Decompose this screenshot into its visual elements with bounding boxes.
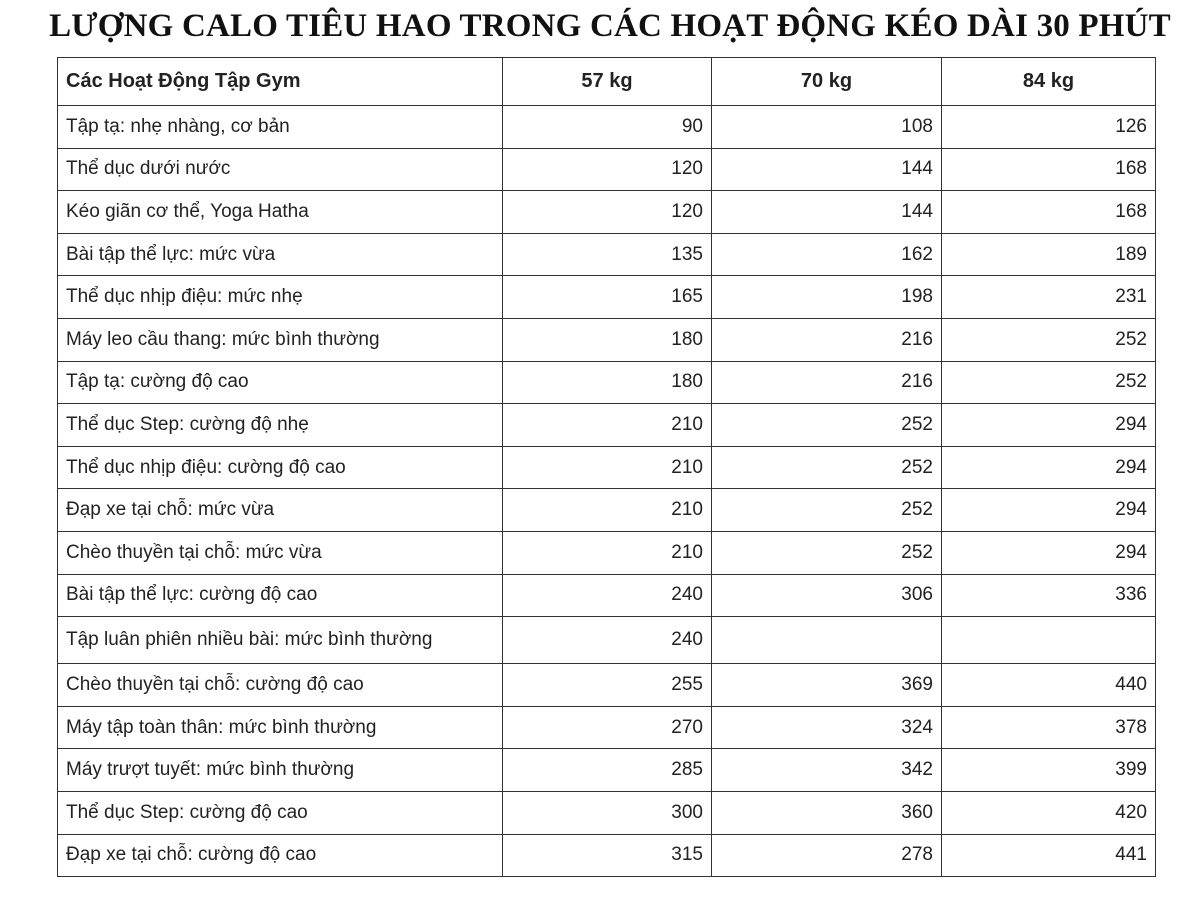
calorie-cell: 360 bbox=[711, 790, 942, 835]
calorie-cell: 294 bbox=[941, 403, 1156, 447]
table-row: Thể dục nhịp điệu: cường độ cao 210 252 294 bbox=[57, 445, 1156, 490]
calorie-cell: 240 bbox=[502, 573, 712, 618]
calorie-cell: 189 bbox=[941, 232, 1156, 277]
table-row: Thể dục Step: cường độ nhẹ 210 252 294 bbox=[57, 403, 1156, 447]
calorie-cell: 216 bbox=[711, 317, 942, 362]
calorie-cell: 342 bbox=[711, 748, 942, 792]
calorie-cell: 126 bbox=[941, 105, 1156, 149]
calorie-cell: 441 bbox=[941, 833, 1156, 878]
calorie-cell: 315 bbox=[502, 833, 712, 878]
table-body: Tập tạ: nhẹ nhàng, cơ bản 90 108 126 Thể dục… bbox=[57, 105, 1156, 878]
calorie-cell: 294 bbox=[941, 530, 1156, 575]
table-row: Chèo thuyền tại chỗ: cường độ cao 255 369 4… bbox=[57, 663, 1156, 707]
table-row: Thể dục nhịp điệu: mức nhẹ 165 198 231 bbox=[57, 275, 1156, 319]
table-row: Thể dục Step: cường độ cao 300 360 420 bbox=[57, 790, 1156, 835]
calorie-cell bbox=[941, 616, 1156, 665]
calorie-cell: 306 bbox=[711, 573, 942, 618]
activity-cell: Tập luân phiên nhiều bài: mức bình thườn… bbox=[57, 616, 503, 665]
calorie-cell: 252 bbox=[711, 488, 942, 532]
activity-cell: Máy leo cầu thang: mức bình thường bbox=[57, 317, 503, 362]
calorie-cell: 255 bbox=[502, 663, 712, 707]
calorie-cell: 180 bbox=[502, 317, 712, 362]
table-row: Kéo giãn cơ thể, Yoga Hatha 120 144 168 bbox=[57, 190, 1156, 234]
table-row: Thể dục dưới nước 120 144 168 bbox=[57, 147, 1156, 192]
calorie-cell: 252 bbox=[941, 317, 1156, 362]
activity-cell: Đạp xe tại chỗ: mức vừa bbox=[57, 488, 503, 532]
calorie-cell: 252 bbox=[711, 403, 942, 447]
activity-cell: Máy trượt tuyết: mức bình thường bbox=[57, 748, 503, 792]
calorie-cell: 216 bbox=[711, 360, 942, 405]
calorie-cell: 210 bbox=[502, 488, 712, 532]
activity-cell: Thể dục dưới nước bbox=[57, 147, 503, 192]
activity-cell: Bài tập thể lực: mức vừa bbox=[57, 232, 503, 277]
table-row: Tập tạ: nhẹ nhàng, cơ bản 90 108 126 bbox=[57, 105, 1156, 149]
calorie-cell: 278 bbox=[711, 833, 942, 878]
table-row: Đạp xe tại chỗ: mức vừa 210 252 294 bbox=[57, 488, 1156, 532]
calorie-cell: 324 bbox=[711, 705, 942, 750]
calorie-cell: 144 bbox=[711, 147, 942, 192]
activity-cell: Thể dục Step: cường độ cao bbox=[57, 790, 503, 835]
calorie-cell: 168 bbox=[941, 190, 1156, 234]
calorie-cell: 120 bbox=[502, 147, 712, 192]
calorie-cell: 90 bbox=[502, 105, 712, 149]
page-title: LƯỢNG CALO TIÊU HAO TRONG CÁC HOẠT ĐỘNG … bbox=[49, 8, 1171, 44]
calorie-cell: 294 bbox=[941, 445, 1156, 490]
table-row: Bài tập thể lực: cường độ cao 240 306 336 bbox=[57, 573, 1156, 618]
activity-cell: Thể dục Step: cường độ nhẹ bbox=[57, 403, 503, 447]
calorie-cell: 252 bbox=[711, 445, 942, 490]
calorie-cell: 252 bbox=[711, 530, 942, 575]
calorie-cell: 270 bbox=[502, 705, 712, 750]
table-row: Bài tập thể lực: mức vừa 135 162 189 bbox=[57, 232, 1156, 277]
activity-cell: Thể dục nhịp điệu: mức nhẹ bbox=[57, 275, 503, 319]
table-row: Tập luân phiên nhiều bài: mức bình thườn… bbox=[57, 616, 1156, 665]
calorie-cell: 369 bbox=[711, 663, 942, 707]
calorie-table: Các Hoạt Động Tập Gym 57 kg 70 kg 84 kg Tập… bbox=[57, 57, 1156, 878]
activity-cell: Kéo giãn cơ thể, Yoga Hatha bbox=[57, 190, 503, 234]
table-row: Đạp xe tại chỗ: cường độ cao 315 278 441 bbox=[57, 833, 1156, 878]
activity-cell: Đạp xe tại chỗ: cường độ cao bbox=[57, 833, 503, 878]
activity-cell: Tập tạ: cường độ cao bbox=[57, 360, 503, 405]
activity-cell: Máy tập toàn thân: mức bình thường bbox=[57, 705, 503, 750]
table-row: Máy tập toàn thân: mức bình thường 270 324… bbox=[57, 705, 1156, 750]
table-row: Tập tạ: cường độ cao 180 216 252 bbox=[57, 360, 1156, 405]
calorie-cell: 198 bbox=[711, 275, 942, 319]
calorie-cell: 210 bbox=[502, 403, 712, 447]
calorie-cell: 144 bbox=[711, 190, 942, 234]
header-row: Các Hoạt Động Tập Gym 57 kg 70 kg 84 kg bbox=[57, 57, 1156, 106]
calorie-cell bbox=[711, 616, 942, 665]
activity-cell: Chèo thuyền tại chỗ: mức vừa bbox=[57, 530, 503, 575]
calorie-cell: 240 bbox=[502, 616, 712, 665]
calorie-cell: 336 bbox=[941, 573, 1156, 618]
calorie-cell: 162 bbox=[711, 232, 942, 277]
calorie-cell: 168 bbox=[941, 147, 1156, 192]
calorie-cell: 165 bbox=[502, 275, 712, 319]
header-cell: 84 kg bbox=[941, 57, 1156, 106]
calorie-cell: 135 bbox=[502, 232, 712, 277]
table-row: Chèo thuyền tại chỗ: mức vừa 210 252 294 bbox=[57, 530, 1156, 575]
activity-cell: Bài tập thể lực: cường độ cao bbox=[57, 573, 503, 618]
calorie-cell: 120 bbox=[502, 190, 712, 234]
calorie-cell: 378 bbox=[941, 705, 1156, 750]
calorie-cell: 420 bbox=[941, 790, 1156, 835]
calorie-cell: 285 bbox=[502, 748, 712, 792]
table-row: Máy trượt tuyết: mức bình thường 285 342 39… bbox=[57, 748, 1156, 792]
activity-cell: Tập tạ: nhẹ nhàng, cơ bản bbox=[57, 105, 503, 149]
calorie-cell: 180 bbox=[502, 360, 712, 405]
calorie-cell: 294 bbox=[941, 488, 1156, 532]
calorie-cell: 210 bbox=[502, 445, 712, 490]
calorie-cell: 399 bbox=[941, 748, 1156, 792]
calorie-cell: 108 bbox=[711, 105, 942, 149]
activity-cell: Thể dục nhịp điệu: cường độ cao bbox=[57, 445, 503, 490]
calorie-cell: 231 bbox=[941, 275, 1156, 319]
calorie-cell: 252 bbox=[941, 360, 1156, 405]
activity-cell: Chèo thuyền tại chỗ: cường độ cao bbox=[57, 663, 503, 707]
calorie-cell: 300 bbox=[502, 790, 712, 835]
table-row: Máy leo cầu thang: mức bình thường 180 216… bbox=[57, 317, 1156, 362]
header-cell: Các Hoạt Động Tập Gym bbox=[57, 57, 503, 106]
calorie-cell: 210 bbox=[502, 530, 712, 575]
calorie-cell: 440 bbox=[941, 663, 1156, 707]
header-cell: 70 kg bbox=[711, 57, 942, 106]
header-cell: 57 kg bbox=[502, 57, 712, 106]
